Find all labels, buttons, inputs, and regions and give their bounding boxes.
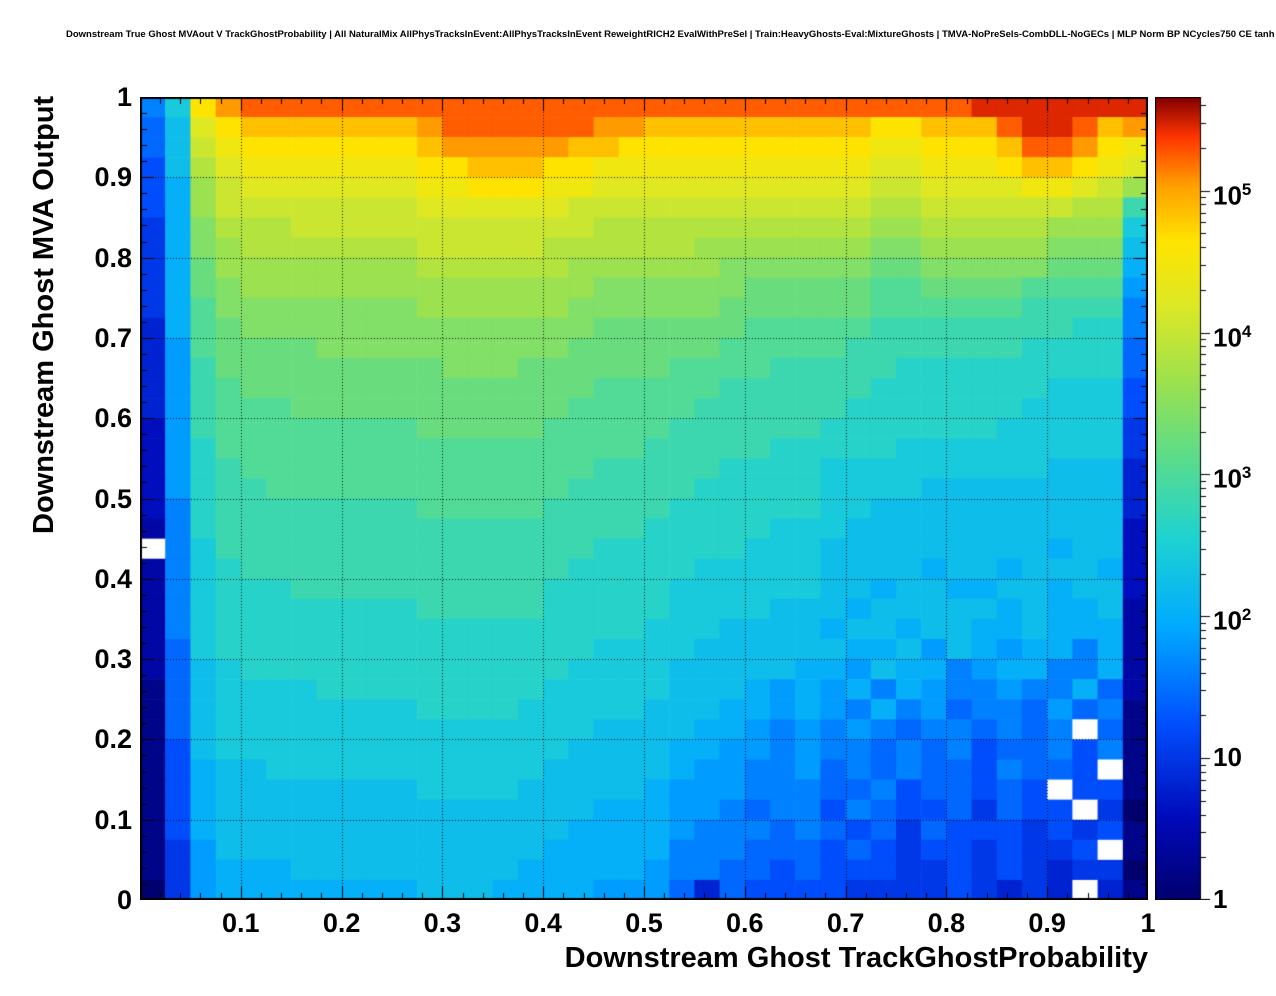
y-tick-label: 0.7 xyxy=(94,322,132,353)
y-tick-label: 0.4 xyxy=(94,563,132,594)
y-tick-label: 0.9 xyxy=(94,162,132,193)
x-tick-label: 0.8 xyxy=(927,908,966,938)
x-tick-label: 1 xyxy=(1140,908,1156,938)
x-tick-label: 0.5 xyxy=(625,908,663,938)
colorbar-tick-label: 103 xyxy=(1213,463,1252,495)
y-tick-label: 0.1 xyxy=(94,804,132,835)
y-tick-label: 0.2 xyxy=(94,724,132,755)
y-tick-label: 0.8 xyxy=(94,242,132,273)
y-tick-label: 0.6 xyxy=(94,403,132,434)
x-tick-label: 0.2 xyxy=(322,908,361,938)
colorbar-tick-label: 10 xyxy=(1213,742,1242,773)
x-tick-label: 0.1 xyxy=(222,908,260,938)
colorbar-tick-label: 1 xyxy=(1213,884,1228,914)
x-tick-label: 0.6 xyxy=(726,908,764,938)
y-tick-label: 0.5 xyxy=(94,483,132,514)
plot-frame xyxy=(140,97,1148,900)
colorbar-tick-label: 104 xyxy=(1213,321,1252,353)
x-tick-label: 0.3 xyxy=(423,908,462,938)
plot-title: Downstream True Ghost MVAout V TrackGhos… xyxy=(66,29,1276,40)
y-tick-label: 0.3 xyxy=(94,644,132,675)
y-tick-label: 0 xyxy=(116,885,132,915)
x-tick-label: 0.4 xyxy=(524,908,562,938)
colorbar-tick-label: 102 xyxy=(1213,605,1252,636)
y-tick-label: 1 xyxy=(116,82,132,112)
colorbar xyxy=(1155,97,1217,900)
x-axis-title: Downstream Ghost TrackGhostProbability xyxy=(564,942,1148,974)
x-tick-label: 0.9 xyxy=(1028,908,1066,938)
heatmap-canvas xyxy=(140,97,1148,900)
colorbar-tick-label: 105 xyxy=(1213,179,1252,211)
x-tick-label: 0.7 xyxy=(826,908,865,938)
